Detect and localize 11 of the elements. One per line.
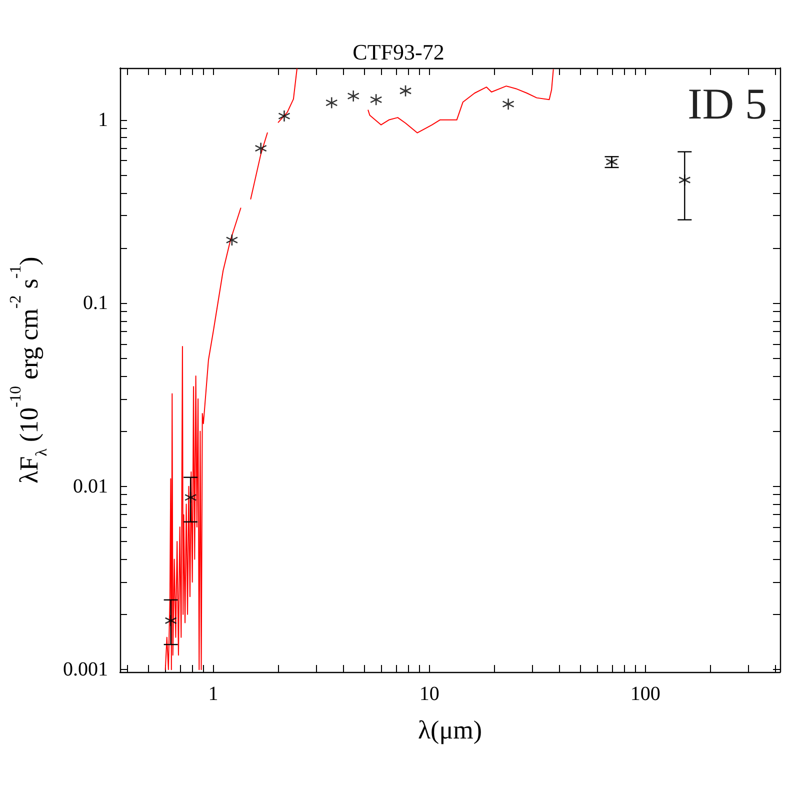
annotation: ID 5 bbox=[688, 80, 768, 128]
chart-title: CTF93-72 bbox=[352, 40, 444, 64]
x-axis-title: λ(μm) bbox=[418, 716, 482, 744]
x-tick-label: 1 bbox=[208, 683, 218, 705]
x-tick-label: 10 bbox=[419, 683, 440, 705]
y-tick-label: 0.01 bbox=[73, 475, 108, 498]
y-tick-label: 1 bbox=[98, 108, 108, 131]
y-tick-label: 0.001 bbox=[63, 658, 108, 681]
y-tick-label: 0.1 bbox=[83, 292, 108, 314]
text: λFλ (10-10 erg cm-2 s-1) bbox=[8, 256, 50, 484]
x-tick-label: 100 bbox=[630, 683, 660, 705]
